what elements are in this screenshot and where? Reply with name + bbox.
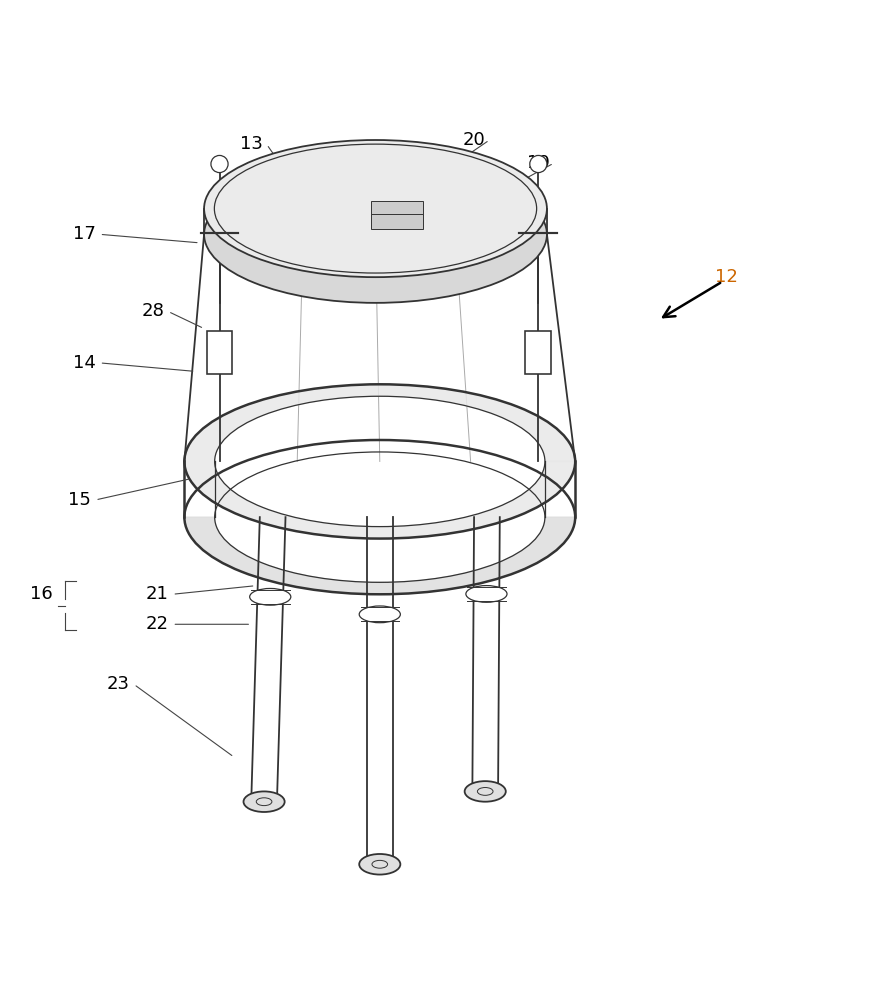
Text: 12: 12	[715, 268, 739, 286]
Text: 14: 14	[72, 354, 96, 372]
Text: 19: 19	[527, 154, 550, 172]
Bar	[525, 331, 551, 374]
Circle shape	[211, 155, 228, 173]
Circle shape	[530, 155, 547, 173]
Text: 23: 23	[107, 675, 130, 693]
Bar	[206, 331, 233, 374]
Text: 16: 16	[30, 585, 52, 603]
Text: 20: 20	[463, 131, 485, 149]
Text: 17: 17	[72, 225, 96, 243]
Text: 22: 22	[145, 615, 168, 633]
Ellipse shape	[359, 606, 401, 623]
Text: 21: 21	[145, 585, 168, 603]
Ellipse shape	[250, 588, 291, 605]
Ellipse shape	[204, 166, 547, 303]
Text: 28: 28	[141, 302, 164, 320]
Ellipse shape	[359, 854, 401, 875]
Ellipse shape	[464, 781, 506, 802]
Text: 15: 15	[68, 491, 91, 509]
Bar	[371, 214, 422, 229]
Bar	[371, 201, 422, 215]
Polygon shape	[185, 384, 575, 539]
Polygon shape	[185, 517, 575, 594]
Ellipse shape	[204, 140, 547, 277]
Text: 13: 13	[240, 135, 263, 153]
Ellipse shape	[466, 586, 507, 602]
Ellipse shape	[244, 791, 285, 812]
